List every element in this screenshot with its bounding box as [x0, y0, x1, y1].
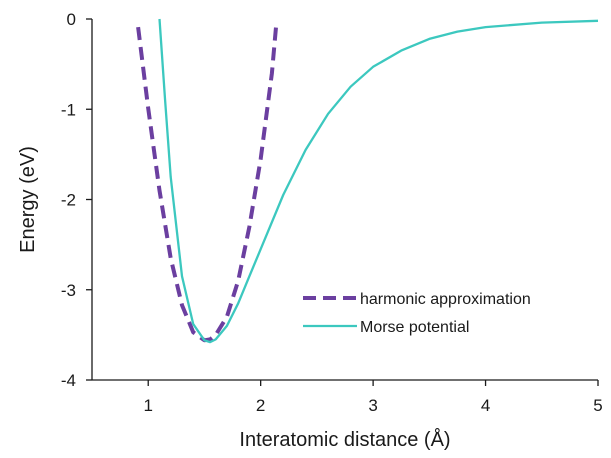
x-tick-label: 5: [593, 396, 602, 415]
x-tick-label: 2: [256, 396, 265, 415]
y-tick-label: 0: [67, 10, 76, 29]
y-tick-label: -2: [61, 191, 76, 210]
y-axis-title: Energy (eV): [17, 146, 39, 253]
y-tick-label: -4: [61, 371, 76, 390]
y-tick-label: -3: [61, 281, 76, 300]
ticks: 1 2 3 4 5 0 -1 -2 -3 -4: [61, 10, 603, 415]
legend: harmonic approximation Morse potential: [303, 291, 531, 336]
x-tick-label: 3: [368, 396, 377, 415]
y-tick-label: -1: [61, 100, 76, 119]
legend-harmonic-label: harmonic approximation: [360, 291, 531, 308]
legend-morse-label: Morse potential: [360, 319, 469, 336]
x-axis-title: Interatomic distance (Å): [239, 428, 450, 451]
x-tick-label: 1: [143, 396, 152, 415]
x-tick-label: 4: [481, 396, 490, 415]
morse-potential-line: [158, 18, 599, 344]
series: [136, 18, 599, 344]
harmonic-approximation-line: [136, 22, 279, 343]
